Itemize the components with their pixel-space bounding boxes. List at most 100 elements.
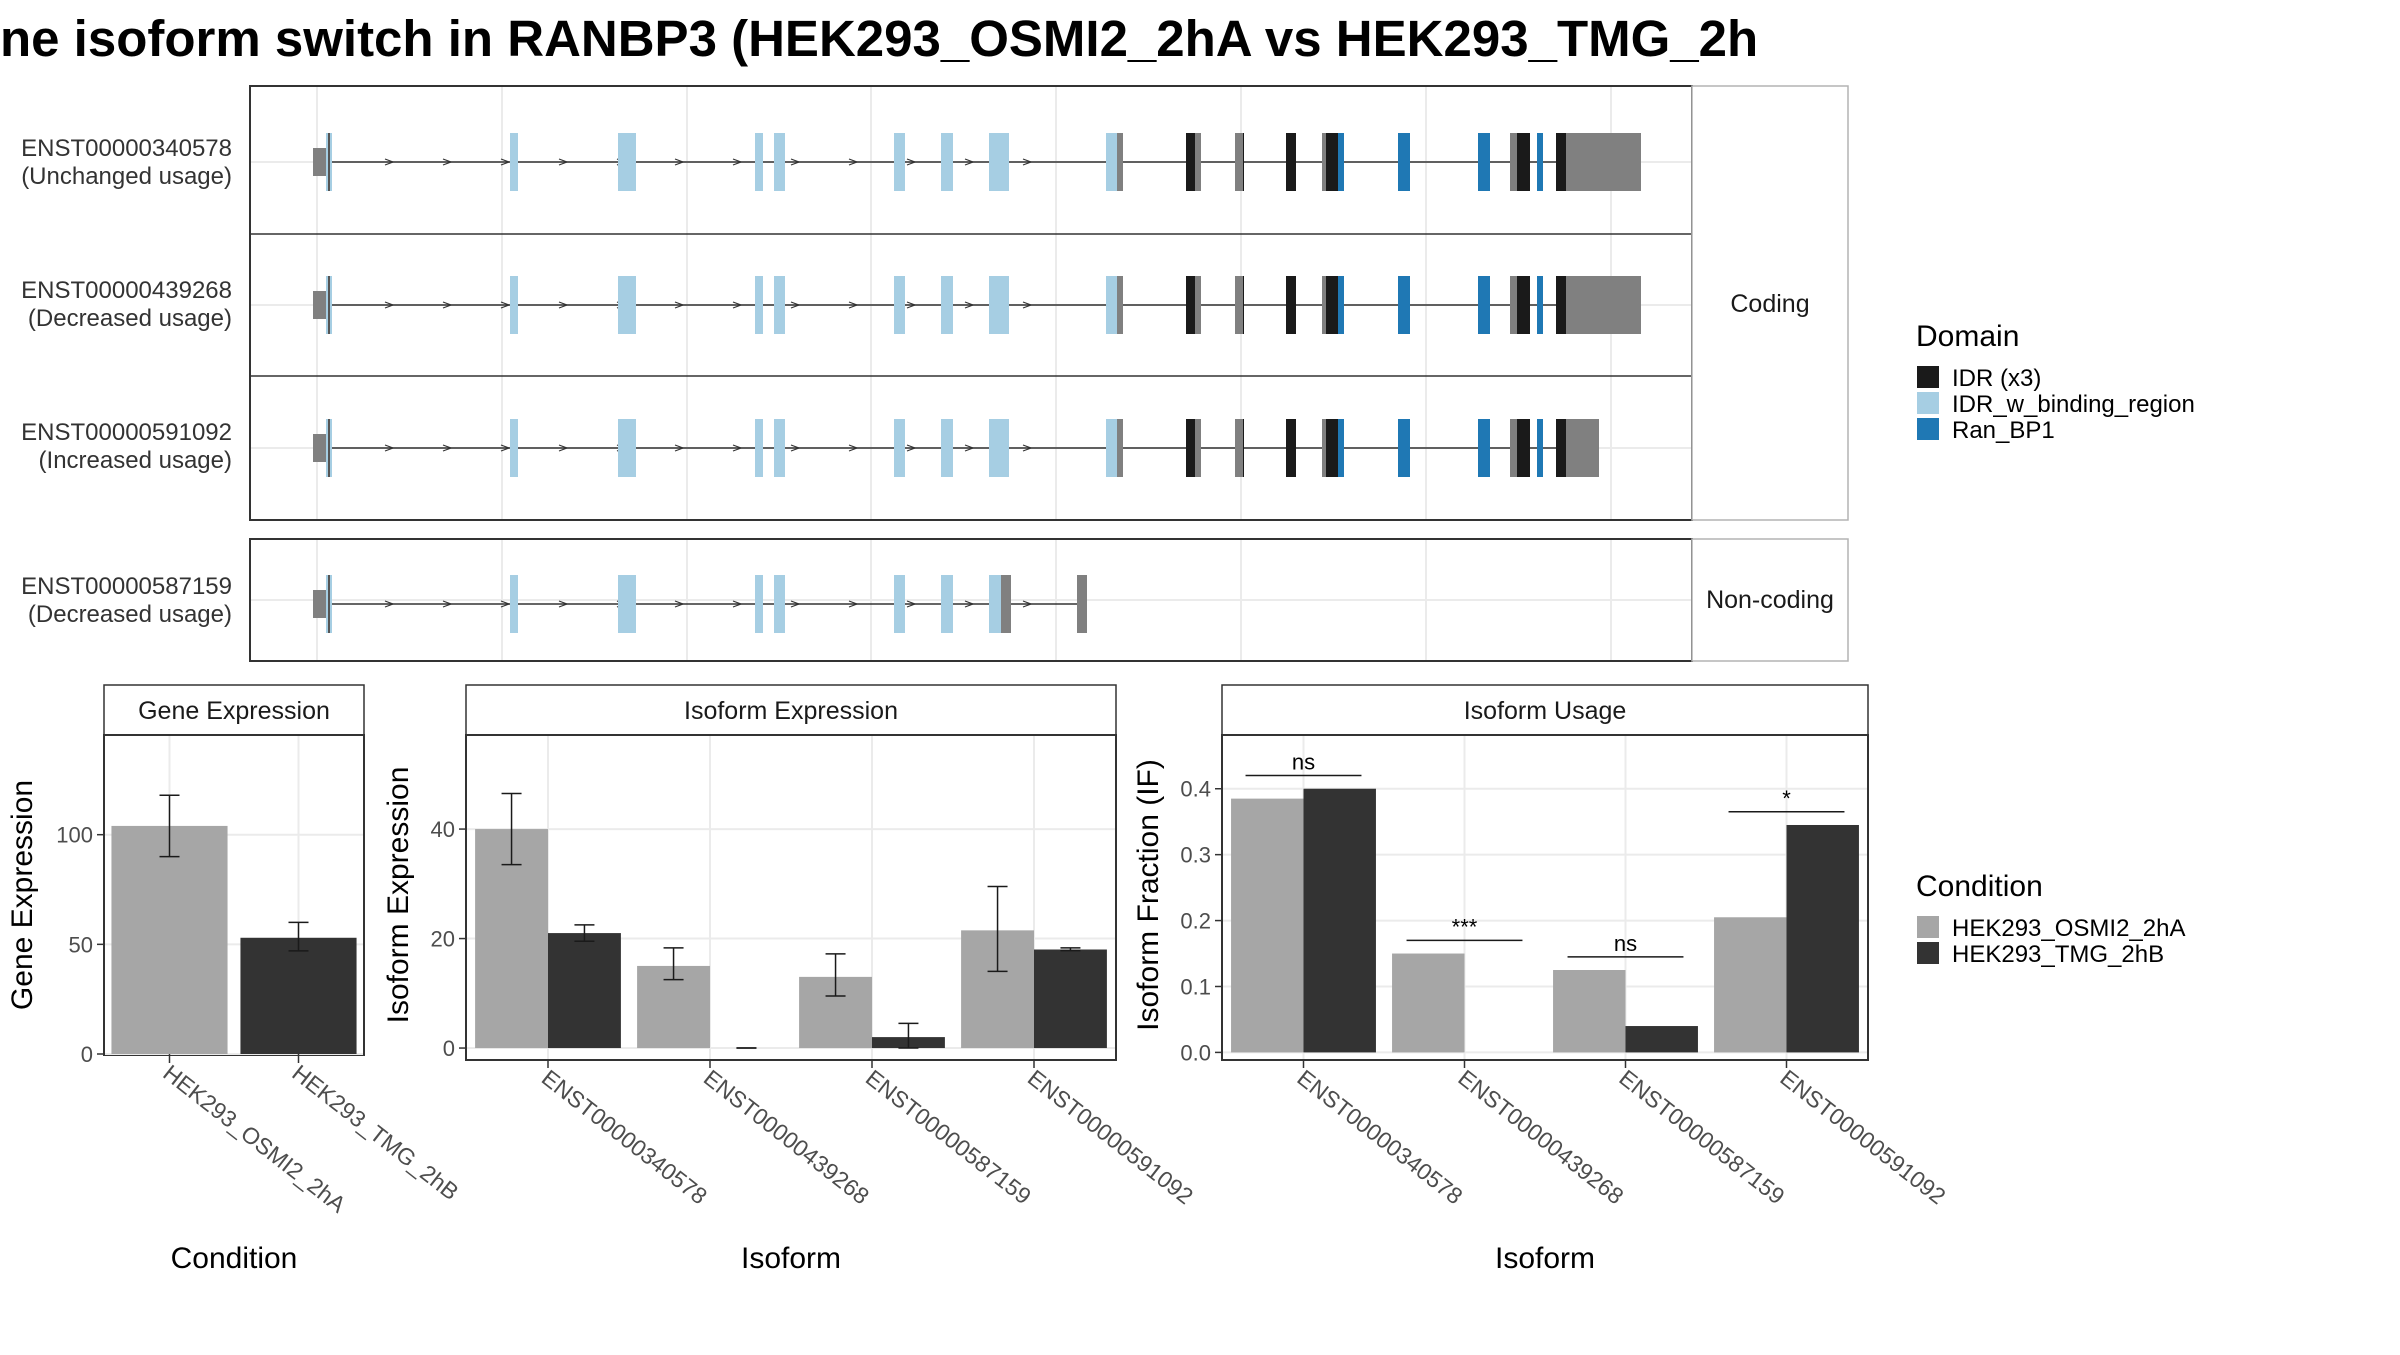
exon-ran-bp1 [1537, 419, 1543, 477]
exon-ran-bp1 [1478, 276, 1490, 334]
exon-utr-part [1235, 133, 1243, 191]
transcript-id: ENST00000439268 [21, 277, 232, 304]
exon-utr-part [1235, 276, 1243, 334]
exon-utr-part [1195, 133, 1201, 191]
direction-arrow [964, 301, 975, 309]
bar [1034, 949, 1107, 1049]
legend-label-idr: IDR (x3) [1952, 365, 2041, 392]
direction-arrow [848, 158, 859, 166]
noncoding-panel: Non-coding [249, 538, 1849, 662]
direction-arrow [500, 301, 511, 309]
exon-idr [1186, 133, 1195, 191]
legend-label-ran-bp1: Ran_BP1 [1952, 417, 2055, 444]
condition-legend-title: Condition [1916, 870, 2043, 903]
x-tick-label: ENST00000439268 [699, 1064, 874, 1209]
isoform-expression-ylabel: Isoform Expression [382, 767, 415, 1024]
y-tick-label: 0.1 [1180, 974, 1211, 999]
direction-arrow [732, 301, 743, 309]
direction-arrow [964, 158, 975, 166]
x-tick-label: ENST00000587159 [861, 1064, 1036, 1209]
exon-utr-part [1117, 133, 1123, 191]
utr-exon [313, 590, 327, 618]
exon-idr-binding [774, 575, 785, 633]
bar [475, 829, 548, 1049]
direction-arrow [384, 301, 395, 309]
direction-arrow [906, 444, 917, 452]
direction-arrow [442, 600, 453, 608]
legend-swatch-idr-binding [1917, 392, 1939, 414]
exon-idr-binding [1106, 276, 1117, 334]
direction-arrow [500, 444, 511, 452]
direction-arrow [1022, 158, 1033, 166]
exon-utr-part [1322, 419, 1326, 477]
bar [548, 933, 621, 1049]
direction-arrow [790, 158, 801, 166]
exon-ran-bp1 [1537, 276, 1543, 334]
direction-arrow [442, 444, 453, 452]
direction-arrow [674, 158, 685, 166]
exon-idr-binding [510, 575, 518, 633]
transcript-labels: ENST00000340578 (Unchanged usage) ENST00… [21, 135, 232, 628]
exon-idr [1517, 276, 1530, 334]
direction-arrow [906, 301, 917, 309]
direction-arrow [674, 301, 685, 309]
utr-exon [1570, 276, 1641, 334]
direction-arrow [442, 301, 453, 309]
exon-idr [1326, 133, 1338, 191]
exon-ran-bp1 [1338, 133, 1344, 191]
exon-idr-binding [618, 133, 636, 191]
noncoding-transcripts [313, 575, 1087, 633]
x-tick-label: ENST00000587159 [1614, 1064, 1789, 1209]
direction-arrow [384, 444, 395, 452]
y-tick-label: 0.0 [1180, 1040, 1211, 1065]
y-tick-label: 50 [69, 932, 93, 957]
utr-exon [313, 434, 327, 462]
gene-expression-xlabel: Condition [171, 1242, 298, 1275]
direction-arrow [732, 158, 743, 166]
transcript-id: ENST00000587159 [21, 573, 232, 600]
legend-swatch-idr [1917, 366, 1939, 388]
exon-idr-binding [894, 419, 905, 477]
exon-idr [1556, 133, 1566, 191]
chart-title: ne isoform switch in RANBP3 (HEK293_OSMI… [0, 10, 1758, 67]
bar [1392, 953, 1465, 1053]
direction-arrow [384, 600, 395, 608]
exon-idr-binding [989, 133, 1009, 191]
coding-strip-label: Coding [1730, 290, 1809, 318]
exon-idr-binding [894, 133, 905, 191]
direction-arrow [442, 158, 453, 166]
direction-arrow [674, 600, 685, 608]
exon-idr [1286, 419, 1296, 477]
bar [240, 937, 357, 1054]
direction-arrow [558, 301, 569, 309]
isoform-expression-panel: Isoform Expression 02040ENST00000340578E… [382, 684, 1198, 1275]
exon-idr-binding [941, 276, 953, 334]
utr-exon [313, 291, 327, 319]
direction-arrow [848, 301, 859, 309]
y-tick-label: 0 [81, 1042, 93, 1067]
isoform-expression-xlabel: Isoform [741, 1242, 841, 1275]
utr-exon [1570, 419, 1599, 477]
noncoding-exon [1077, 575, 1087, 633]
exon-idr-binding [989, 575, 1001, 633]
legend-label-tmg: HEK293_TMG_2hB [1952, 941, 2164, 968]
noncoding-strip [1691, 538, 1849, 662]
exon-idr-binding [941, 575, 953, 633]
exon-idr [1517, 419, 1530, 477]
utr-exon [1570, 133, 1641, 191]
exon-idr-binding [510, 133, 518, 191]
legend-label-osmi2: HEK293_OSMI2_2hA [1952, 915, 2185, 942]
x-tick-label: ENST00000439268 [1453, 1064, 1628, 1209]
exon-idr-binding [941, 419, 953, 477]
x-tick-label: ENST00000340578 [537, 1064, 712, 1209]
transcript-usage: (Decreased usage) [28, 601, 232, 628]
bar [111, 825, 228, 1054]
isoform-usage-panel: Isoform Usage 0.0 0.1 0.2 0.3 0.4 ENST0000034… [1132, 684, 1951, 1275]
exon-idr [1326, 419, 1338, 477]
direction-arrow [1022, 444, 1033, 452]
exon-idr [1326, 276, 1338, 334]
bar [1786, 824, 1859, 1053]
direction-arrow [906, 600, 917, 608]
coding-strip [1691, 85, 1849, 521]
direction-arrow [1022, 600, 1033, 608]
